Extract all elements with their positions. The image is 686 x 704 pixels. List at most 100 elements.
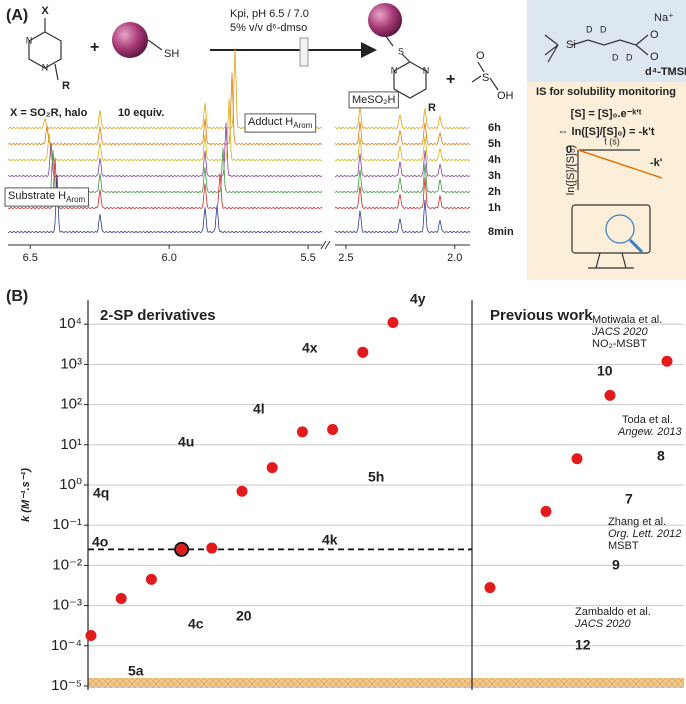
protein — [112, 22, 148, 58]
data-point — [296, 426, 308, 438]
compound-label: 4x — [302, 340, 318, 356]
atom: O — [650, 51, 659, 63]
box-bottom — [527, 82, 686, 280]
tube-icon — [299, 37, 309, 67]
spectrum — [334, 106, 471, 130]
y-tick-label: 10² — [60, 396, 82, 413]
reference-note: Org. Lett. 2012 — [608, 528, 681, 540]
spectrum — [7, 72, 323, 146]
atom: D — [626, 52, 633, 62]
atom: R — [62, 80, 70, 92]
condition: X = SO₂R, halo — [10, 107, 88, 119]
plus: + — [90, 39, 99, 56]
y-tick-label: 10⁻³ — [52, 597, 82, 614]
reference-note: JACS 2020 — [574, 618, 632, 630]
y-tick-label: 10³ — [60, 355, 82, 372]
compound-label: 10 — [597, 363, 613, 379]
y-axis-label: k (M⁻¹.s⁻¹) — [20, 468, 32, 522]
signal-text: MeSO₂H — [352, 94, 395, 106]
reference-note: NO₂-MSBT — [592, 338, 647, 350]
signal-text: Adduct H — [248, 116, 293, 128]
spectrum — [8, 174, 323, 234]
compound-label: 4c — [188, 616, 204, 632]
data-point — [661, 355, 673, 367]
atom: N — [26, 35, 33, 45]
data-point — [115, 593, 127, 605]
data-point — [145, 573, 157, 585]
section-title: Previous work — [490, 307, 593, 324]
time-label: 6h — [488, 122, 501, 134]
data-point — [206, 542, 218, 554]
data-point — [357, 346, 369, 358]
atom: Si — [566, 39, 576, 51]
spectrum — [7, 122, 323, 178]
spectrum — [334, 163, 471, 194]
highlight-ring — [174, 541, 190, 557]
atom: X — [41, 5, 49, 17]
data-point — [387, 317, 399, 329]
compound-label: 4o — [92, 534, 108, 550]
compound-label: 4l — [253, 401, 265, 417]
reference-note: Angew. 2013 — [617, 426, 682, 438]
spectrum — [334, 136, 471, 162]
signal-box — [244, 113, 317, 133]
caption: IS for solubility monitoring — [536, 86, 676, 98]
y-tick-label: 10⁻⁴ — [51, 637, 82, 654]
compound-label: 5a — [128, 663, 144, 679]
time-label: 2h — [488, 186, 501, 198]
atom: O — [476, 50, 485, 62]
reference-note: JACS 2020 — [591, 326, 649, 338]
reference-note: Toda et al. — [622, 414, 673, 426]
axis-label: t (s) — [604, 136, 620, 146]
time-label: 3h — [488, 170, 501, 182]
signal-label: Adduct HArom — [248, 116, 313, 130]
floor-band — [88, 678, 684, 688]
data-point — [604, 389, 616, 401]
axis-label: ln([S]/[S]₀) — [565, 145, 577, 195]
y-tick-label: 10⁴ — [59, 315, 82, 332]
compound-label: 5h — [368, 469, 384, 485]
data-point — [85, 630, 97, 642]
section-title: 2-SP derivatives — [100, 307, 216, 324]
data-point — [571, 453, 583, 465]
atom: N — [391, 65, 398, 75]
ion: Na⁺ — [654, 12, 674, 24]
data-point — [540, 505, 552, 517]
compound-label: 12 — [575, 637, 591, 653]
reference-note: Zhang et al. — [608, 516, 666, 528]
compound-label: 4k — [322, 532, 338, 548]
panel-label: (A) — [6, 7, 28, 24]
compound-label: 4q — [93, 485, 109, 501]
spectrum — [334, 177, 471, 210]
atom: S — [482, 72, 489, 84]
spectrum — [334, 121, 471, 146]
signal-sub: Arom — [293, 121, 312, 130]
atom: S — [398, 46, 404, 56]
signal-label: MeSO₂H — [352, 94, 395, 106]
condition: 5% v/v d⁶-dmso — [230, 22, 307, 34]
atom: N — [423, 65, 430, 75]
compound-label: 9 — [612, 557, 620, 573]
y-tick-label: 10⁻¹ — [52, 516, 82, 533]
x-tick-label: 2.5 — [338, 252, 353, 264]
spectrum — [7, 147, 323, 194]
signal-sub: Arom — [66, 195, 85, 204]
compound-name: d⁴-TMSP — [645, 66, 686, 78]
time-label: 4h — [488, 154, 501, 166]
equation: [S] = [S]₀.e⁻ᵏ'ᵗ — [571, 108, 642, 120]
x-tick-label: 6.0 — [162, 252, 177, 264]
atom: N — [42, 62, 49, 72]
time-label: 5h — [488, 138, 501, 150]
compound-label: 8 — [657, 448, 665, 464]
y-tick-label: 10⁻⁵ — [51, 677, 82, 694]
spectrum — [7, 157, 323, 210]
atom: OH — [497, 90, 514, 102]
reference-note: MSBT — [608, 540, 639, 552]
time-label: 1h — [488, 202, 501, 214]
condition: Kpi, pH 6.5 / 7.0 — [230, 8, 309, 20]
data-point — [176, 543, 188, 555]
y-tick-label: 10¹ — [60, 436, 82, 453]
x-tick-label: 2.0 — [447, 252, 462, 264]
atom: D — [612, 52, 619, 62]
